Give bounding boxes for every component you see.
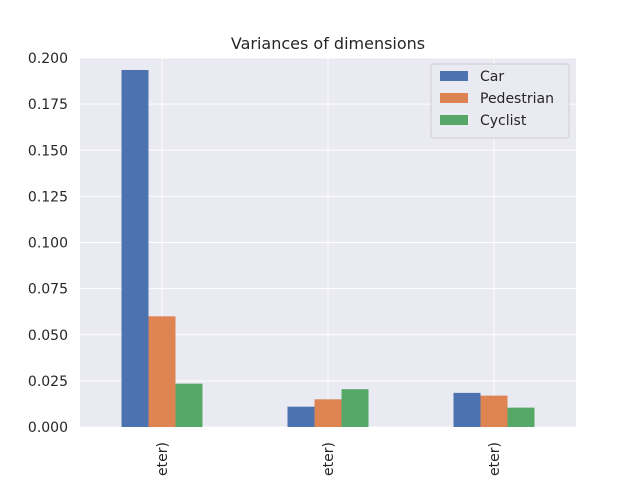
y-tick-label: 0.025 bbox=[28, 374, 68, 390]
y-tick-label: 0.000 bbox=[28, 420, 68, 436]
y-tick-label: 0.100 bbox=[28, 236, 68, 252]
bars bbox=[121, 69, 535, 428]
y-tick-label: 0.050 bbox=[28, 328, 68, 344]
y-ticks: 0.000 0.025 0.050 0.075 0.100 0.125 0.150 0.175… bbox=[28, 51, 68, 436]
bar-car bbox=[121, 69, 149, 428]
x-tick-label: eter) bbox=[155, 442, 171, 476]
bar-car bbox=[453, 392, 481, 427]
x-tick-label: eter) bbox=[321, 442, 337, 476]
bar-pedestrian bbox=[314, 399, 342, 427]
bar-cyclist bbox=[175, 383, 203, 427]
bar-cyclist bbox=[341, 389, 369, 427]
legend-label-cyclist: Cyclist bbox=[480, 113, 527, 129]
x-tick-label: eter) bbox=[487, 442, 503, 476]
y-tick-label: 0.175 bbox=[28, 97, 68, 113]
legend-swatch-car bbox=[440, 71, 468, 81]
bar-car bbox=[287, 406, 315, 427]
bar-pedestrian bbox=[480, 395, 508, 427]
y-tick-label: 0.150 bbox=[28, 143, 68, 159]
legend-label-car: Car bbox=[480, 69, 504, 85]
legend-label-pedestrian: Pedestrian bbox=[480, 91, 554, 107]
chart-title: Variances of dimensions bbox=[231, 34, 425, 53]
bar-cyclist bbox=[507, 407, 535, 427]
x-ticks: eter) eter) eter) bbox=[155, 442, 503, 476]
y-tick-label: 0.200 bbox=[28, 51, 68, 67]
y-tick-label: 0.075 bbox=[28, 282, 68, 298]
y-tick-label: 0.125 bbox=[28, 189, 68, 205]
legend-swatch-cyclist bbox=[440, 115, 468, 125]
legend-swatch-pedestrian bbox=[440, 93, 468, 103]
legend: Car Pedestrian Cyclist bbox=[430, 63, 570, 139]
bar-pedestrian bbox=[148, 316, 176, 427]
